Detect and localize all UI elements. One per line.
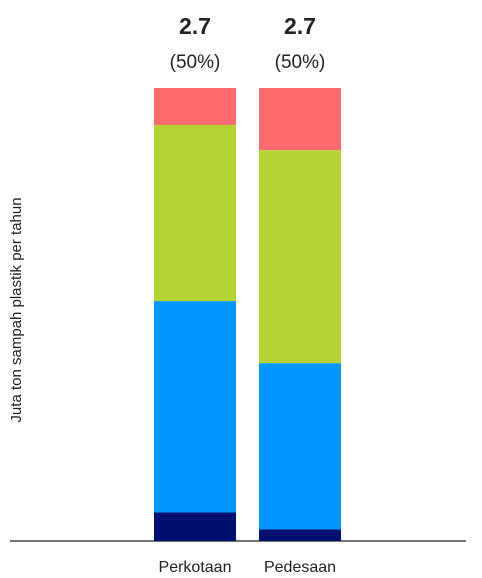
bar-segment <box>154 512 236 541</box>
bar-segment <box>259 363 341 530</box>
share-label: (50%) <box>170 52 221 73</box>
total-label: 2.7 <box>179 13 211 39</box>
x-tick-label: Pedesaan <box>264 559 336 576</box>
bar-segment <box>259 88 341 151</box>
total-label: 2.7 <box>284 13 316 39</box>
bar-segment <box>259 529 341 541</box>
bar-segment <box>154 124 236 302</box>
y-axis-label: Juta ton sampah plastik per tahun <box>8 197 25 422</box>
share-label: (50%) <box>275 52 326 73</box>
x-tick-label: Perkotaan <box>159 559 232 576</box>
bar-segment <box>259 150 341 364</box>
bar-segment <box>154 88 236 125</box>
bar-segment <box>154 301 236 513</box>
